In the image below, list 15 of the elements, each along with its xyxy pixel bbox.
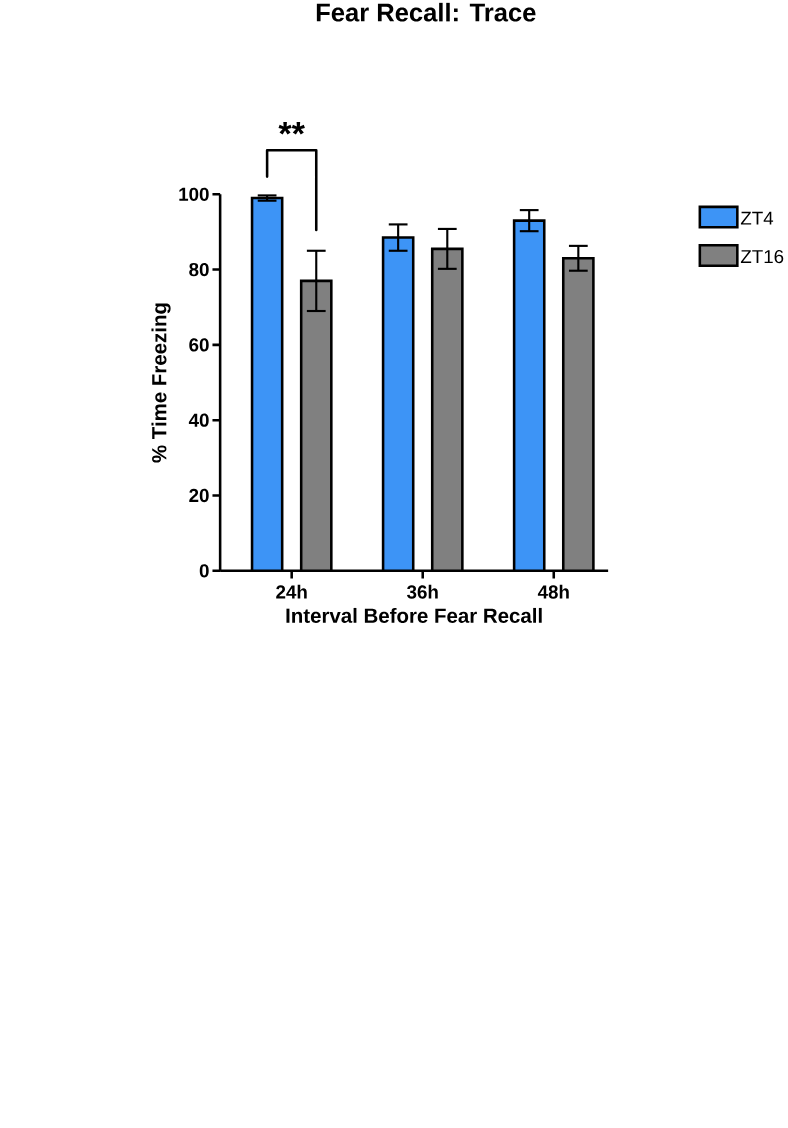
y-tick-label: 60	[189, 338, 209, 352]
legend-label: ZT4	[740, 211, 773, 225]
x-tick-label: 24h	[276, 584, 307, 599]
y-axis-title: % Time Freezing	[151, 303, 171, 463]
y-tick-label: 100	[179, 187, 209, 201]
y-tick-label: 20	[189, 488, 209, 503]
chart-title: Fear Recall: Trace	[316, 2, 536, 22]
x-axis-title: Interval Before Fear Recall	[286, 607, 542, 623]
text: **	[278, 121, 305, 135]
x-tick-label: 48h	[537, 584, 569, 599]
y-tick-label: 80	[189, 262, 209, 277]
y-tick-label: 0	[199, 564, 209, 578]
y-tick-label: 40	[188, 413, 209, 427]
legend-label: ZT16	[740, 249, 784, 264]
x-tick-label: 36h	[406, 584, 438, 599]
